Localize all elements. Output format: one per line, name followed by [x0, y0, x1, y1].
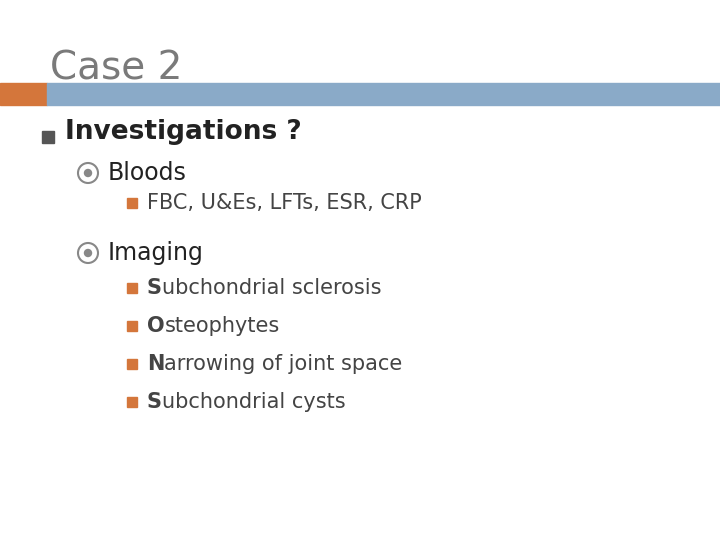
- Circle shape: [84, 249, 91, 256]
- Text: S: S: [147, 392, 162, 412]
- Text: ubchondrial cysts: ubchondrial cysts: [162, 392, 346, 412]
- Text: N: N: [147, 354, 164, 374]
- Text: FBC, U&Es, LFTs, ESR, CRP: FBC, U&Es, LFTs, ESR, CRP: [147, 193, 422, 213]
- Text: steophytes: steophytes: [165, 316, 280, 336]
- Text: Investigations ?: Investigations ?: [65, 119, 302, 145]
- Text: ubchondrial sclerosis: ubchondrial sclerosis: [162, 278, 382, 298]
- Text: Bloods: Bloods: [108, 161, 187, 185]
- Bar: [127, 283, 137, 293]
- Text: Case 2: Case 2: [50, 50, 182, 88]
- Text: O: O: [147, 316, 165, 336]
- Text: S: S: [147, 278, 162, 298]
- Circle shape: [84, 170, 91, 177]
- Text: arrowing of joint space: arrowing of joint space: [164, 354, 402, 374]
- Bar: [47, 83, 720, 105]
- Bar: [42, 131, 54, 143]
- Bar: [127, 321, 137, 331]
- Bar: [0, 83, 47, 105]
- Bar: [127, 359, 137, 369]
- Bar: [127, 198, 137, 208]
- Text: Imaging: Imaging: [108, 241, 204, 265]
- Bar: [127, 397, 137, 407]
